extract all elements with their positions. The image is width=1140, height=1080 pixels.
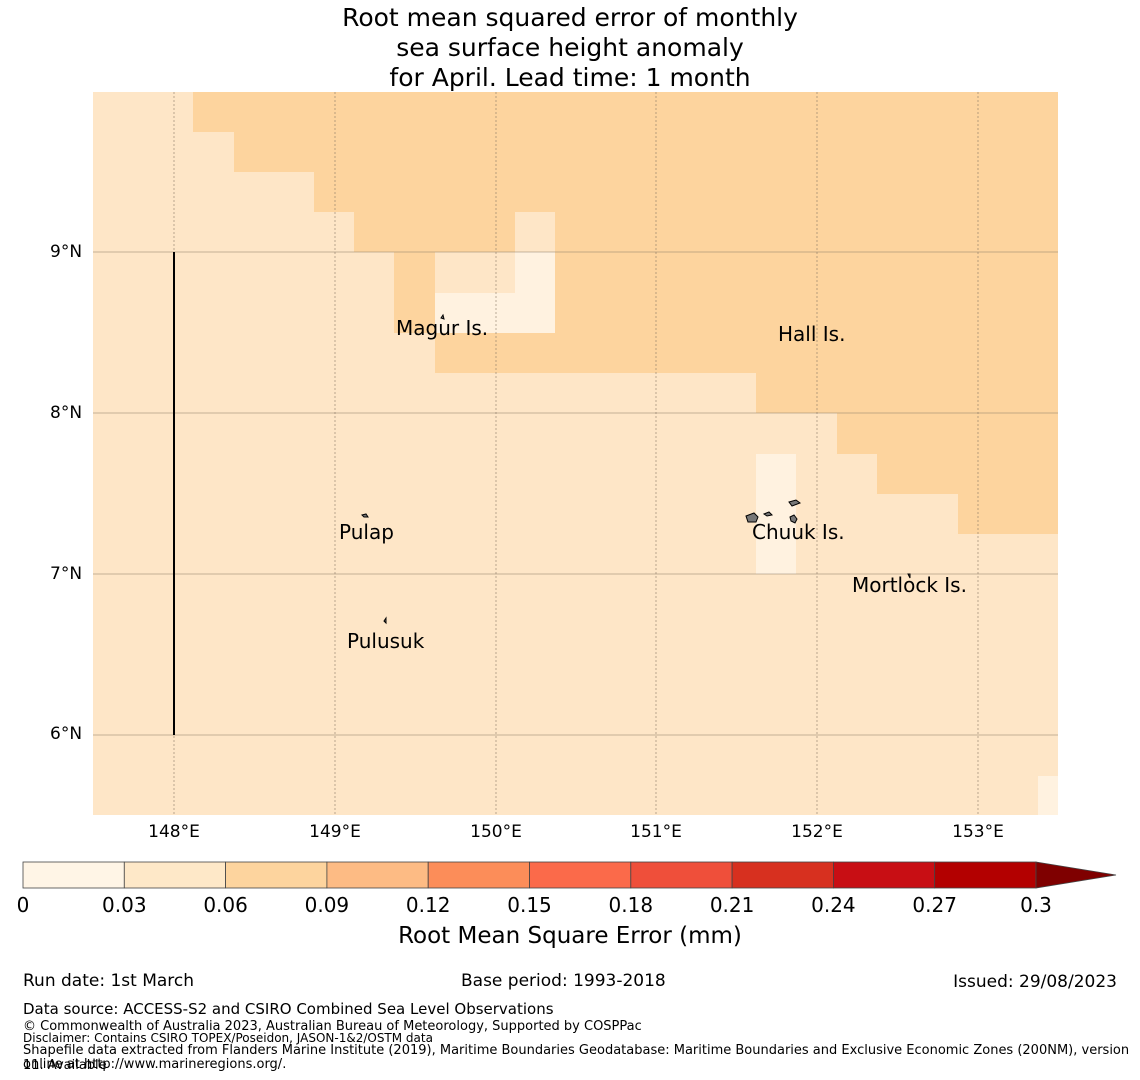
lon-label-150e: 150°E <box>470 822 522 842</box>
colorbar-tick-label: 0.24 <box>811 893 856 917</box>
place-pulap: Pulap <box>339 520 394 544</box>
data-source: Data source: ACCESS-S2 and CSIRO Combine… <box>23 1000 554 1018</box>
run-date: Run date: 1st March <box>23 971 195 991</box>
grid-region-low <box>1038 776 1058 815</box>
title-line-1: Root mean squared error of monthly <box>342 3 798 32</box>
title-line-2: sea surface height anomaly <box>396 33 744 62</box>
grid-region-low <box>435 252 555 333</box>
colorbar <box>22 861 1117 889</box>
lat-label-9n: 9°N <box>50 242 83 262</box>
colorbar-tick-label: 0.09 <box>304 893 350 917</box>
chuuk-island-shape-3 <box>788 499 802 507</box>
colorbar-segments <box>22 861 1117 889</box>
place-mortlock: Mortlock Is. <box>852 573 967 597</box>
lat-label-7n: 7°N <box>50 564 83 584</box>
colorbar-tick-label: 0.21 <box>709 893 755 917</box>
pulusuk-island-shape <box>383 616 387 625</box>
colorbar-segment <box>934 861 1037 889</box>
colorbar-tick-label: 0.3 <box>1020 893 1052 917</box>
colorbar-tick-label: 0.18 <box>608 893 654 917</box>
base-period: Base period: 1993-2018 <box>461 971 666 991</box>
issued-date: Issued: 29/08/2023 <box>953 972 1117 992</box>
colorbar-segment <box>123 861 227 889</box>
mortlock-island-shape <box>907 573 911 579</box>
colorbar-segment <box>529 861 632 889</box>
lon-label-153e: 153°E <box>952 822 1004 842</box>
grid-region-low <box>756 454 796 574</box>
chart-title: Root mean squared error of monthly sea s… <box>0 3 1140 93</box>
shapefile-note-1: Shapefile data extracted from Flanders M… <box>23 1043 1130 1073</box>
colorbar-segment <box>22 861 125 889</box>
colorbar-tick-label: 0.06 <box>203 893 248 917</box>
colorbar-segment <box>225 861 328 889</box>
lon-label-151e: 151°E <box>630 822 682 842</box>
disclaimer: Disclaimer: Contains CSIRO TOPEX/Poseido… <box>23 1031 433 1045</box>
colorbar-segment <box>427 861 530 889</box>
copyright: © Commonwealth of Australia 2023, Austra… <box>23 1019 642 1034</box>
colorbar-extend-arrow <box>1035 861 1117 889</box>
rmse-map <box>93 92 1058 815</box>
colorbar-tick-label: 0.03 <box>102 893 147 917</box>
title-line-3: for April. Lead time: 1 month <box>389 63 751 92</box>
island-markers <box>361 313 911 625</box>
lon-label-148e: 148°E <box>148 822 200 842</box>
colorbar-tick-label: 0.15 <box>507 893 552 917</box>
lon-label-152e: 152°E <box>791 822 843 842</box>
colorbar-label: Root Mean Square Error (mm) <box>398 923 742 949</box>
pulap-island-shape <box>361 513 369 518</box>
colorbar-tick-label: 0 <box>16 893 30 917</box>
error-grid <box>93 92 1058 815</box>
colorbar-tick-label: 0.12 <box>405 893 451 917</box>
colorbar-segment <box>833 861 936 889</box>
place-hall: Hall Is. <box>778 322 846 346</box>
chuuk-island-shape-1 <box>745 512 759 523</box>
chuuk-island-shape-4 <box>789 514 798 524</box>
place-chuuk: Chuuk Is. <box>752 520 845 544</box>
lon-label-149e: 149°E <box>309 822 361 842</box>
colorbar-segment <box>630 861 733 889</box>
grid-cell <box>515 212 555 252</box>
colorbar-segment <box>326 861 429 889</box>
place-magur: Magur Is. <box>396 316 489 340</box>
lat-label-8n: 8°N <box>50 403 83 423</box>
shapefile-note-2: online at http://www.marineregions.org/. <box>23 1057 287 1072</box>
place-pulusuk: Pulusuk <box>347 629 425 653</box>
colorbar-segment <box>731 861 834 889</box>
colorbar-tick-label: 0.27 <box>912 893 957 917</box>
grid-region-high <box>193 92 1058 534</box>
magur-island-shape <box>440 313 445 320</box>
graticule <box>93 92 1058 815</box>
chuuk-island-shape-2 <box>762 511 774 517</box>
lat-label-6n: 6°N <box>50 724 83 744</box>
